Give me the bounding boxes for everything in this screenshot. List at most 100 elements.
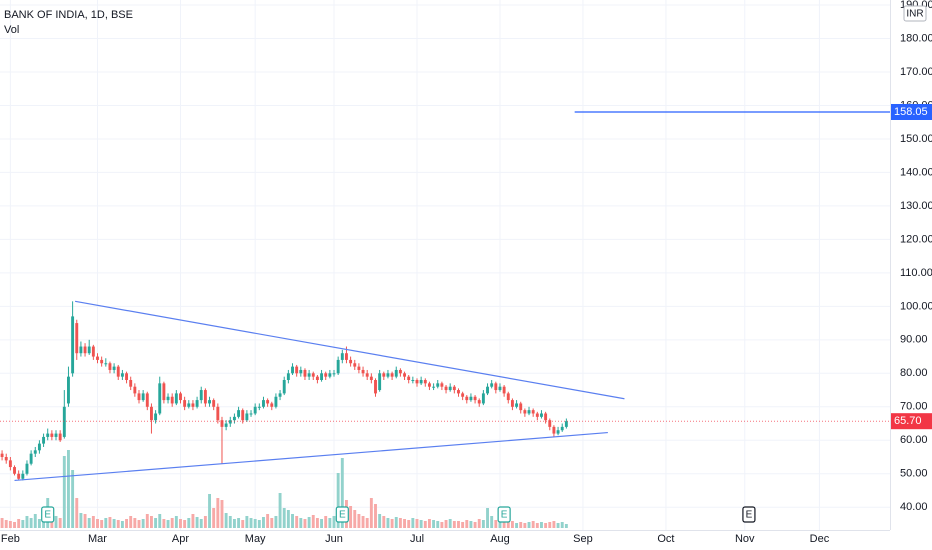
candle-body <box>506 393 510 401</box>
candle-body <box>224 423 228 427</box>
hline-label-box <box>891 103 932 120</box>
candle-body <box>315 376 319 381</box>
trendline <box>14 431 608 482</box>
candle-body <box>29 453 33 464</box>
candle-body <box>531 410 535 414</box>
volume-bar <box>145 514 149 528</box>
candle-body <box>195 400 199 407</box>
candle-body <box>278 393 282 397</box>
y-tick-label: 40.00 <box>900 501 928 513</box>
candle-body <box>67 376 70 404</box>
volume-bar <box>506 522 510 528</box>
y-tick-label: 190.00 <box>900 0 932 11</box>
candle-body <box>353 363 357 367</box>
volume-bar <box>120 521 124 528</box>
x-tick-label: Sep <box>573 533 593 545</box>
volume-bar <box>427 519 431 528</box>
candle-body <box>361 369 365 374</box>
candle-body <box>436 383 440 387</box>
volume-bar <box>481 520 485 528</box>
candle-body <box>477 400 481 404</box>
candle-body <box>340 353 344 360</box>
candle-body <box>25 463 29 474</box>
candle-body <box>519 403 523 411</box>
candle-body <box>79 346 83 354</box>
volume-bar <box>58 518 62 528</box>
volume-bar <box>154 518 158 528</box>
y-tick-label: 170.00 <box>900 66 932 78</box>
volume-bar <box>320 519 324 528</box>
volume-bar <box>291 514 294 528</box>
candle-body <box>46 433 50 437</box>
candle-body <box>510 400 514 407</box>
volume-bar <box>71 470 75 528</box>
candle-body <box>299 369 303 374</box>
x-tick-label: Jul <box>410 533 424 545</box>
candle-body <box>444 386 448 391</box>
volume-bar <box>419 520 423 528</box>
earnings-marker <box>41 506 55 523</box>
volume-bar <box>432 520 436 528</box>
candle-body <box>141 393 145 401</box>
candle-body <box>369 376 373 381</box>
volume-bar <box>87 518 91 528</box>
candle-body <box>432 386 436 388</box>
volume-bar <box>560 522 564 528</box>
y-tick-label: 60.00 <box>900 434 928 446</box>
candle-body <box>398 369 402 374</box>
candle-body <box>382 373 386 377</box>
volume-bar <box>523 523 527 528</box>
currency-box[interactable] <box>903 5 927 22</box>
candle-body <box>378 373 382 391</box>
y-tick-label: 110.00 <box>900 267 932 279</box>
candle-body <box>112 366 116 370</box>
candle-body <box>535 413 539 417</box>
volume-bar <box>498 518 502 528</box>
volume-bar <box>502 520 506 528</box>
candle-body <box>427 383 431 387</box>
candle-body <box>158 383 162 414</box>
candle-body <box>311 373 315 377</box>
candle-body <box>199 390 203 401</box>
volume-bar <box>556 523 560 528</box>
y-tick-label: 140.00 <box>900 166 932 178</box>
candle-body <box>21 473 25 479</box>
candle-body <box>33 450 37 454</box>
candle-body <box>91 346 95 357</box>
earnings-label: E <box>746 510 753 521</box>
earnings-marker <box>335 506 349 523</box>
volume-bar <box>266 514 270 528</box>
candle-body <box>54 433 58 437</box>
candle-body <box>100 359 104 364</box>
volume-bar <box>162 519 166 528</box>
candle-body <box>137 393 141 401</box>
volume-bar <box>411 518 415 528</box>
volume-bar <box>100 520 104 528</box>
candle-body <box>170 396 174 404</box>
candle-body <box>544 413 548 421</box>
volume-bar <box>403 519 406 528</box>
volume-bar <box>212 508 216 528</box>
candle-body <box>232 416 236 421</box>
volume-bar <box>191 514 195 528</box>
candle-body <box>13 467 16 474</box>
x-tick-label: Oct <box>657 533 674 545</box>
candle-body <box>448 386 452 391</box>
x-tick-label: May <box>245 533 266 545</box>
volume-bar <box>25 516 29 528</box>
candle-body <box>162 383 166 401</box>
y-tick-label: 50.00 <box>900 468 928 480</box>
candle-body <box>42 436 46 444</box>
candle-body <box>253 406 257 414</box>
volume-bar <box>270 518 274 528</box>
volume-bar <box>54 516 58 528</box>
candle-body <box>498 386 502 391</box>
volume-bar <box>324 516 328 528</box>
candle-body <box>403 373 406 377</box>
volume-bar <box>369 498 373 528</box>
price-label-box <box>891 413 932 430</box>
earnings-label: E <box>339 510 346 521</box>
volume-bar <box>224 513 228 528</box>
